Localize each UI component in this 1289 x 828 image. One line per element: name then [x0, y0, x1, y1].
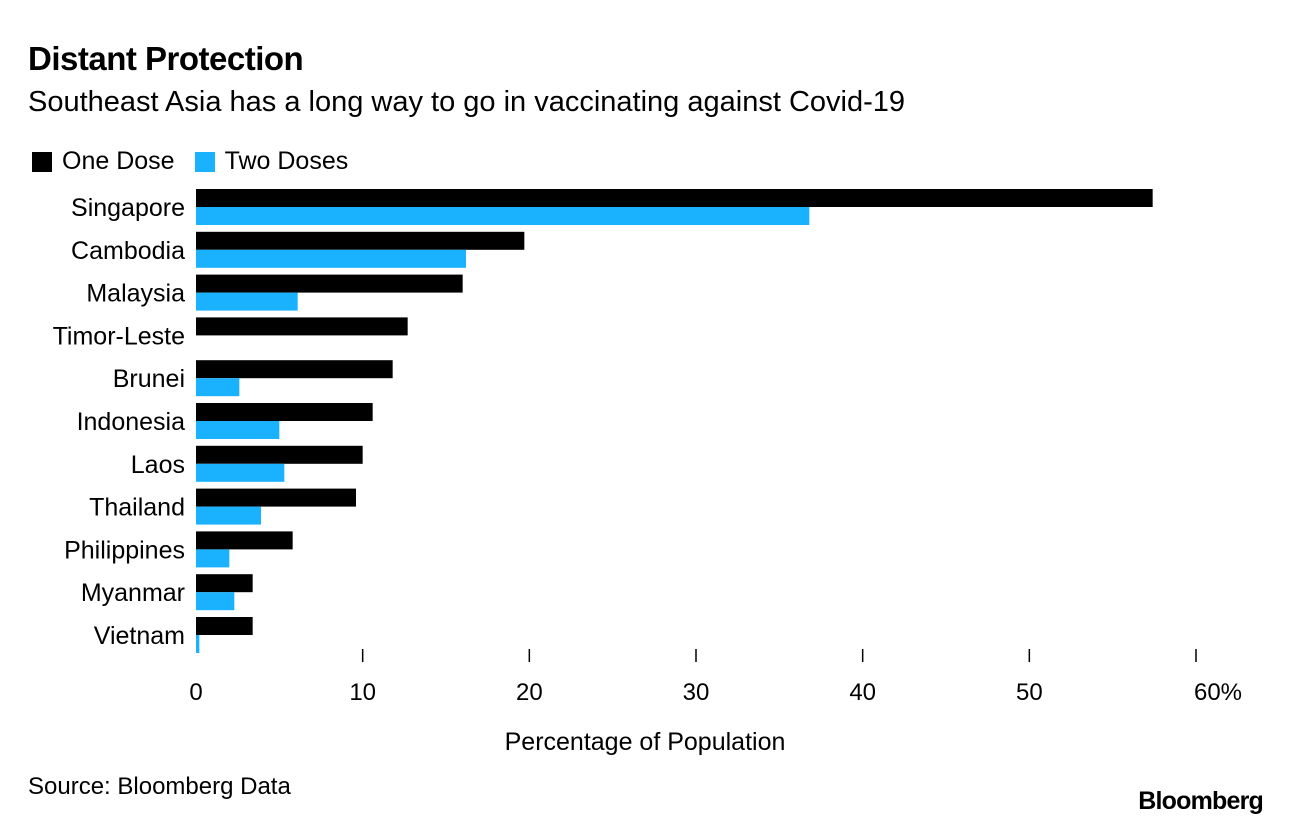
x-tick-label-40: 40 [849, 679, 876, 706]
bar-two-doses-laos [196, 463, 285, 482]
x-axis-label: Percentage of Population [505, 728, 786, 756]
bar-one-dose-philippines [196, 531, 293, 550]
bar-one-dose-timor-leste [196, 317, 408, 336]
bar-one-dose-malaysia [196, 274, 463, 293]
bar-two-doses-indonesia [196, 421, 280, 439]
x-tick-label-0: 0 [189, 679, 202, 706]
x-tick-label-50: 50 [1016, 679, 1043, 706]
bar-two-doses-thailand [196, 506, 261, 525]
bar-two-doses-cambodia [196, 249, 466, 268]
bar-one-dose-singapore [196, 189, 1153, 207]
source-note: Source: Bloomberg Data [28, 773, 291, 800]
bar-two-doses-philippines [196, 549, 230, 568]
legend-item-two-doses: Two Doses [194, 147, 349, 176]
legend-label-one-dose: One Dose [62, 147, 175, 175]
x-tick-label-10: 10 [349, 679, 376, 706]
bar-one-dose-myanmar [196, 574, 253, 593]
legend-swatch-two-doses [194, 151, 215, 172]
category-label-singapore: Singapore [71, 194, 185, 222]
bar-one-dose-thailand [196, 488, 356, 507]
legend-label-two-doses: Two Doses [224, 147, 349, 175]
legend-item-one-dose: One Dose [32, 147, 175, 176]
category-label-timor-leste: Timor-Leste [53, 322, 185, 350]
bar-one-dose-indonesia [196, 403, 373, 421]
legend-swatch-one-dose [32, 151, 52, 172]
category-label-malaysia: Malaysia [86, 280, 185, 308]
bar-one-dose-brunei [196, 360, 393, 379]
bar-two-doses-myanmar [196, 592, 235, 611]
x-tick-label-20: 20 [516, 679, 543, 706]
legend: One Dose Two Doses [32, 147, 368, 176]
bar-two-doses-singapore [196, 207, 810, 225]
category-label-myanmar: Myanmar [81, 579, 185, 607]
chart-subtitle: Southeast Asia has a long way to go in v… [28, 86, 905, 118]
bar-two-doses-malaysia [196, 292, 298, 311]
category-label-cambodia: Cambodia [71, 237, 185, 265]
bar-two-doses-brunei [196, 378, 240, 397]
category-label-laos: Laos [131, 451, 185, 479]
category-label-vietnam: Vietnam [94, 622, 185, 650]
bar-two-doses-vietnam [196, 635, 200, 653]
category-label-brunei: Brunei [113, 365, 185, 393]
bar-one-dose-cambodia [196, 231, 525, 250]
x-tick-label-30: 30 [683, 679, 710, 706]
x-tick-label-60: 60% [1194, 679, 1242, 706]
bar-one-dose-laos [196, 445, 363, 464]
category-label-thailand: Thailand [89, 494, 185, 522]
bloomberg-logo: Bloomberg [1138, 787, 1264, 815]
category-label-indonesia: Indonesia [77, 408, 186, 436]
category-label-philippines: Philippines [64, 536, 185, 564]
bar-one-dose-vietnam [196, 617, 253, 635]
chart-title: Distant Protection [28, 40, 304, 77]
